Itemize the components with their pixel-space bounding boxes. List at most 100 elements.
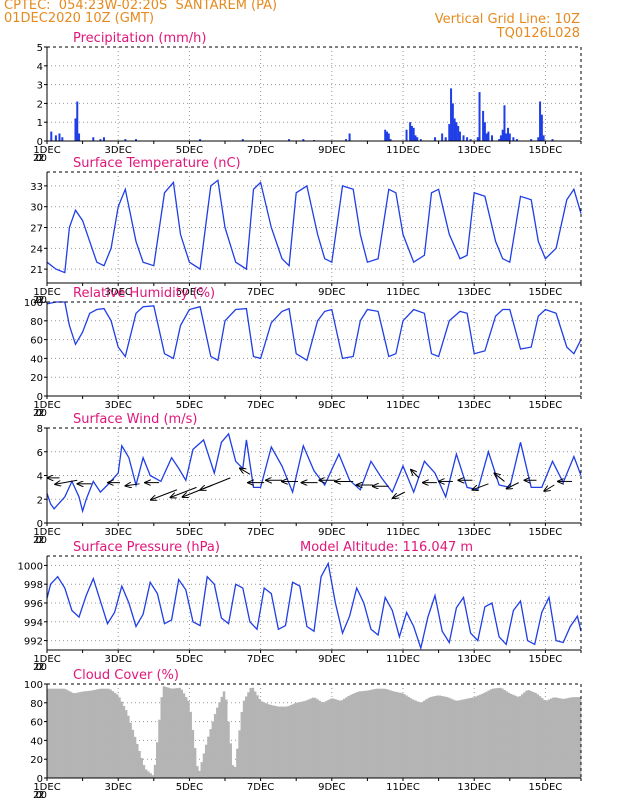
precipitation-bar: [551, 139, 554, 141]
cloud-cover-bar: [574, 697, 577, 778]
cloud-cover-bar: [115, 694, 119, 778]
cloud-cover-xtick-label: 3DEC: [105, 782, 132, 793]
cloud-cover-bar: [394, 691, 397, 778]
cloud-cover-bar: [225, 699, 228, 778]
cloud-cover-bar: [525, 690, 528, 778]
cloud-cover-bar: [540, 698, 544, 778]
cloud-cover-bar: [67, 690, 70, 778]
cloud-cover-bar: [456, 700, 459, 778]
cloud-cover-bar: [436, 695, 439, 778]
precipitation-bar: [539, 101, 542, 141]
precipitation-ytick-label: 1: [37, 118, 43, 129]
cloud-cover-bar: [529, 691, 533, 778]
cloud-cover-ytick-label: 80: [30, 699, 43, 710]
wind-vector: [393, 491, 406, 498]
cloud-cover-bar: [405, 695, 408, 778]
cloud-cover-bar: [285, 706, 288, 778]
cloud-cover-bar: [338, 700, 341, 778]
precipitation-ytick-label: 5: [37, 43, 43, 54]
cloud-cover-bar: [124, 710, 128, 778]
cloud-cover-bar: [60, 688, 63, 778]
cloud-cover-bar: [102, 688, 106, 778]
cloud-cover-bar: [554, 697, 557, 778]
cloud-cover-bar: [409, 698, 413, 778]
temperature-xtick-label: 13DEC: [457, 287, 491, 298]
cloud-cover-bar: [133, 736, 137, 778]
precipitation-bar: [491, 135, 493, 141]
pressure-ytick-label: 1000: [18, 561, 43, 572]
header-model-code: TQ0126L028: [496, 26, 580, 41]
cloud-cover-bar: [227, 721, 230, 778]
cloud-cover-bar: [532, 691, 535, 778]
cloud-cover-ytick-label: 40: [30, 736, 43, 747]
cloud-cover-bar: [51, 688, 54, 778]
humidity-ytick-label: 80: [30, 317, 43, 328]
cloud-cover-bar: [460, 699, 464, 778]
precipitation-xtick-label: 3DEC: [105, 145, 132, 156]
wind-xtick-year: 2020: [33, 535, 47, 546]
cloud-cover-bar: [282, 706, 286, 778]
cloud-cover-bar: [358, 691, 362, 778]
cloud-cover-bar: [200, 762, 204, 778]
cloud-cover-title: Cloud Cover (%): [73, 668, 179, 683]
cloud-cover-bar: [89, 690, 92, 778]
cloud-cover-bar: [64, 689, 68, 778]
header-station: CPTEC: 054:23W-02:20S SANTAREM (PA): [4, 0, 278, 13]
temperature-xtick-label: 7DEC: [247, 287, 274, 298]
cloud-cover-bar: [191, 729, 195, 778]
cloud-cover-bar: [378, 688, 382, 778]
cloud-cover-bar: [233, 766, 237, 778]
cloud-cover-bar: [429, 696, 433, 778]
cloud-cover-bar: [178, 687, 181, 778]
precipitation-bar: [478, 92, 481, 141]
wind-xtick-label: 5DEC: [176, 527, 203, 538]
cloud-cover-bar: [576, 697, 580, 778]
cloud-cover-bar: [578, 697, 582, 778]
precipitation-bar: [450, 88, 453, 141]
humidity-ytick-label: 100: [24, 298, 43, 309]
precipitation-bar: [482, 110, 485, 141]
humidity-xtick-label: 13DEC: [457, 400, 491, 411]
cloud-cover-bar: [543, 699, 546, 778]
cloud-cover-bar: [167, 687, 170, 778]
cloud-cover-bar: [149, 773, 152, 778]
cloud-cover-bar: [507, 692, 511, 778]
precipitation-bar: [441, 133, 444, 141]
humidity-ytick-label: 40: [30, 354, 43, 365]
cloud-cover-bar: [385, 689, 388, 778]
cloud-cover-bar: [98, 688, 101, 778]
pressure-ytick-label: 998: [24, 580, 43, 591]
cloud-cover-bar: [107, 688, 110, 778]
cloud-cover-bar: [187, 700, 190, 778]
cloud-cover-bar: [69, 691, 72, 778]
cloud-cover-bar: [356, 691, 359, 778]
cloud-cover-bar: [173, 688, 177, 778]
wind-xtick-label: 1DEC: [33, 527, 60, 538]
cloud-cover-ytick-label: 20: [30, 755, 43, 766]
cloud-cover-bar: [253, 691, 257, 778]
cloud-cover-bar: [572, 697, 575, 778]
cloud-cover-bar: [147, 771, 150, 778]
humidity-xtick-label: 1DEC: [33, 400, 60, 411]
cloud-cover-bar: [291, 704, 295, 778]
cloud-cover-bar: [345, 697, 348, 778]
wind-vector: [171, 486, 197, 497]
cloud-cover-bar: [545, 700, 548, 778]
cloud-cover-bar: [55, 688, 59, 778]
precipitation-bar: [384, 129, 387, 141]
cloud-cover-bar: [75, 692, 79, 778]
cloud-cover-bar: [111, 691, 115, 778]
cloud-cover-bar: [523, 692, 526, 778]
precipitation-bar: [345, 139, 348, 141]
cloud-cover-bar: [512, 694, 515, 778]
precipitation-ytick-label: 3: [37, 81, 43, 92]
cloud-cover-bar: [318, 700, 321, 778]
cloud-cover-bar: [354, 692, 357, 778]
precipitation-bar: [50, 131, 53, 141]
temperature-xtick-label: 5DEC: [176, 287, 203, 298]
cloud-cover-bar: [360, 691, 364, 778]
precipitation-bar: [405, 129, 408, 141]
cloud-cover-bar: [309, 698, 313, 778]
cloud-cover-bar: [374, 688, 377, 778]
cloud-cover-bar: [58, 688, 61, 778]
